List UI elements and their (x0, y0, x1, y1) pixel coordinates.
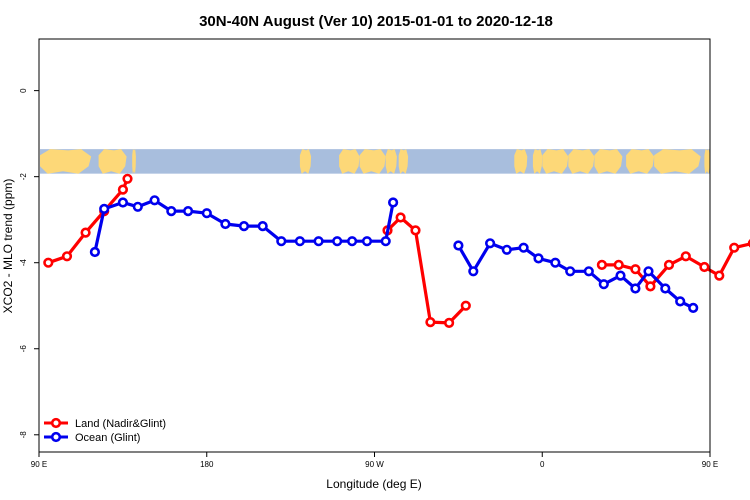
ocean-point (380, 236, 391, 247)
ocean-point (485, 238, 496, 249)
ocean-point (132, 201, 143, 212)
x-tick-label: 90 E (31, 460, 47, 469)
plot-frame (38, 38, 711, 453)
map-land-10 (542, 149, 569, 174)
land-point (444, 317, 455, 329)
ocean-point (518, 242, 529, 253)
map-land-13 (626, 149, 655, 174)
land-point (395, 212, 406, 223)
ocean-point (117, 197, 128, 208)
y-axis: 0 -2 -4 -6 -8 (19, 88, 39, 439)
map-land-2 (132, 149, 136, 174)
land-point (645, 281, 656, 292)
land-point (729, 242, 740, 253)
land-point (61, 251, 73, 262)
ocean-point (166, 206, 177, 217)
ocean-point (332, 236, 343, 247)
land-point (714, 270, 725, 281)
map-land-4 (339, 149, 360, 174)
ocean-point (294, 236, 306, 247)
legend-ocean-marker (50, 431, 62, 443)
land-point (410, 225, 421, 236)
land-point (596, 259, 608, 271)
ocean-point (501, 244, 512, 255)
y-tick-label: -6 (19, 345, 28, 353)
map-land-8 (514, 149, 528, 174)
ocean-point (468, 266, 479, 277)
land-point (699, 261, 710, 273)
land-series-line-1 (386, 215, 467, 325)
ocean-point (276, 236, 287, 247)
ocean-point (615, 270, 626, 281)
land-point (663, 259, 675, 271)
y-tick-label: 0 (19, 88, 28, 93)
land-series-line-0 (47, 178, 129, 265)
legend-land-label: Land (Nadir&Glint) (75, 418, 166, 430)
ocean-point (630, 283, 641, 294)
map-land-6 (385, 149, 397, 174)
legend: Land (Nadir&Glint) Ocean (Glint) (44, 417, 166, 444)
ocean-point (313, 236, 324, 247)
land-point (117, 184, 128, 195)
x-axis: 90 E 180 90 W 0 90 E (31, 452, 718, 469)
x-tick-label: 0 (540, 460, 545, 469)
x-axis-label: Longitude (deg E) (326, 477, 421, 491)
y-tick-label: -8 (19, 431, 28, 439)
land-point (425, 317, 436, 328)
x-tick-label: 180 (200, 460, 214, 469)
ocean-point (388, 197, 399, 208)
ocean-point (347, 236, 358, 247)
y-tick-label: -2 (19, 173, 28, 181)
ocean-point (149, 195, 160, 206)
x-tick-label: 90 W (365, 460, 384, 469)
ocean-point (598, 279, 609, 290)
chart-title: 30N-40N August (Ver 10) 2015-01-01 to 20… (199, 13, 553, 30)
series-layer (43, 173, 750, 329)
land-point (80, 227, 91, 238)
map-land-1 (98, 149, 127, 174)
ocean-point (183, 206, 194, 217)
ocean-point (583, 266, 594, 277)
land-point (43, 257, 54, 268)
map-land-5 (359, 149, 386, 174)
land-point (630, 264, 641, 275)
map-land-11 (568, 149, 595, 174)
ocean-point (257, 221, 268, 232)
ocean-point (238, 221, 250, 232)
ocean-point (220, 218, 231, 230)
legend-land-marker (50, 417, 62, 429)
ocean-point (533, 253, 544, 264)
world-map-band (40, 149, 710, 174)
map-land-14 (654, 149, 701, 174)
land-point (613, 259, 624, 271)
ocean-point (99, 203, 110, 214)
y-axis-label: XCO2 - MLO trend (ppm) (1, 179, 15, 314)
ocean-point (361, 236, 373, 247)
land-point (460, 300, 471, 311)
map-land-7 (398, 149, 409, 174)
legend-ocean-label: Ocean (Glint) (75, 432, 140, 444)
ocean-point (688, 302, 699, 314)
ocean-point (453, 240, 464, 251)
ocean-point (550, 257, 561, 268)
x-tick-label: 90 E (702, 460, 718, 469)
ocean-point (643, 266, 654, 277)
ocean-point (675, 296, 686, 307)
y-tick-label: -4 (19, 259, 28, 267)
ocean-point (565, 266, 576, 277)
map-land-3 (299, 149, 312, 174)
ocean-point (89, 246, 100, 258)
land-point (122, 173, 133, 184)
map-land-0 (40, 149, 92, 174)
map-land-12 (594, 149, 623, 174)
ocean-series-line-1 (457, 241, 694, 310)
ocean-point (201, 208, 212, 219)
map-land-15 (704, 149, 710, 174)
land-point (680, 251, 691, 262)
ocean-point (660, 283, 671, 294)
map-land-9 (532, 149, 543, 174)
